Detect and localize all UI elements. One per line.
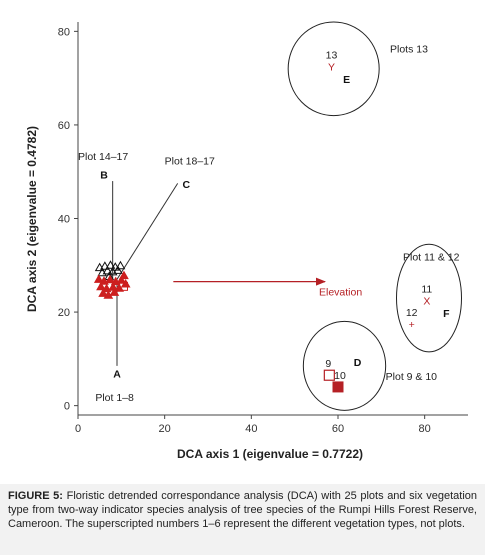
group-letter-e: E xyxy=(343,74,350,86)
y-tick-label: 40 xyxy=(58,214,70,226)
group-letter-c: C xyxy=(183,179,191,191)
axis-ticks: 0 20 40 60 80 0 20 40 60 80 xyxy=(58,26,431,435)
y-tick-label: 60 xyxy=(58,120,70,132)
x-tick-label: 40 xyxy=(245,423,257,435)
point-plot-10 xyxy=(332,381,344,393)
point-plot-12: + xyxy=(409,319,415,331)
chart-marks: Y13 X11 +12 910 xyxy=(93,49,432,393)
dca-chart: 0 20 40 60 80 0 20 40 60 80 Elevation Plots 13 Plot… xyxy=(25,21,468,461)
caption-label: FIGURE 5: xyxy=(8,490,63,502)
x-tick-label: 20 xyxy=(159,423,171,435)
point-label-9: 9 xyxy=(325,358,331,370)
cluster-point xyxy=(102,265,113,275)
cluster-point xyxy=(98,288,108,297)
plot-label: Plot 1–8 xyxy=(95,392,134,404)
y-tick-label: 0 xyxy=(64,401,70,413)
cluster-point xyxy=(115,260,126,270)
point-plot-13: Y xyxy=(328,61,335,73)
point-label-13: 13 xyxy=(326,49,338,61)
group-ellipse xyxy=(287,21,380,117)
group-ellipse xyxy=(396,243,462,353)
plot-label: Plots 13 xyxy=(390,43,428,55)
cluster-point xyxy=(116,275,127,284)
cluster-point xyxy=(119,270,129,280)
vector-c xyxy=(116,183,179,280)
figure-caption: FIGURE 5: Floristic detrended correspond… xyxy=(0,484,485,555)
point-label-11: 11 xyxy=(421,283,432,295)
cluster-point xyxy=(97,267,108,277)
point-label-12: 12 xyxy=(406,307,418,319)
group-letter-f: F xyxy=(443,308,450,320)
plot-label: Plot 14–17 xyxy=(78,151,128,163)
plot-label: Plot 11 & 12 xyxy=(403,252,460,264)
y-axis-label: DCA axis 2 (eigenvalue = 0.4782) xyxy=(25,126,39,312)
y-tick-label: 20 xyxy=(58,307,70,319)
x-axis-label: DCA axis 1 (eigenvalue = 0.7722) xyxy=(177,447,363,461)
group-ellipse xyxy=(302,320,387,411)
cluster-point xyxy=(105,274,115,284)
plot-label: Plot 18–17 xyxy=(165,156,215,168)
cluster-point xyxy=(101,283,112,293)
cluster-point xyxy=(113,265,123,274)
group-letter-d: D xyxy=(354,357,362,369)
caption-text: Floristic detrended correspondance analy… xyxy=(8,490,477,530)
cluster-point xyxy=(100,261,110,270)
cluster-open-square xyxy=(119,281,128,291)
x-tick-label: 0 xyxy=(75,423,81,435)
point-label-10: 10 xyxy=(334,370,346,382)
x-tick-label: 80 xyxy=(419,423,431,435)
cluster-point xyxy=(93,274,104,283)
point-plot-11: X xyxy=(423,295,430,307)
group-letter-a: A xyxy=(113,369,121,381)
cluster-point xyxy=(96,281,106,291)
cluster-point xyxy=(109,287,120,296)
cluster-point xyxy=(105,260,116,269)
y-tick-label: 80 xyxy=(58,26,70,38)
point-plot-9 xyxy=(323,369,335,381)
x-tick-label: 60 xyxy=(332,423,344,435)
chart-annotations: Elevation Plots 13 Plot 14–17 Plot 18–17 Plo… xyxy=(78,21,462,411)
plot-label: Plot 9 & 10 xyxy=(386,371,438,383)
group-letter-b: B xyxy=(100,170,108,182)
elevation-label: Elevation xyxy=(319,287,362,299)
